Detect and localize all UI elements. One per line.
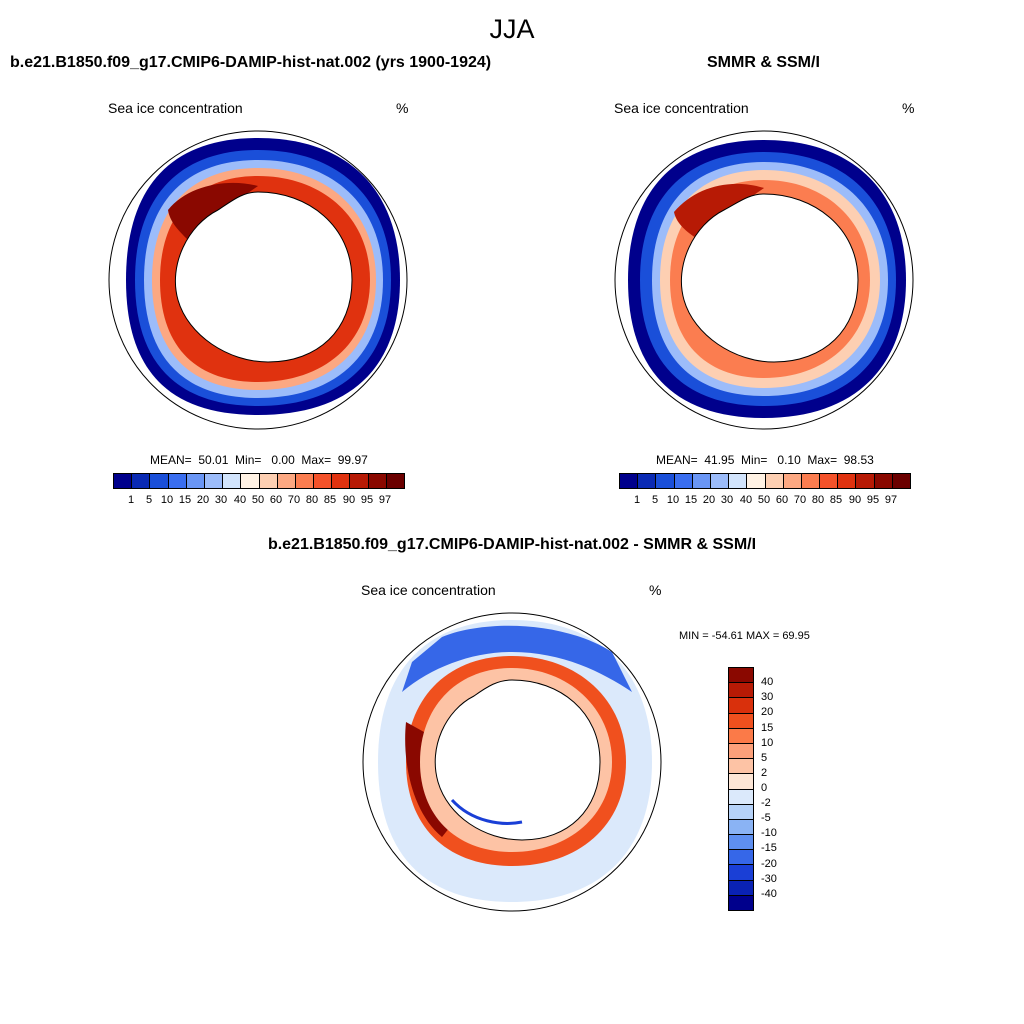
cbar-label: 10 xyxy=(666,494,680,506)
season-title: JJA xyxy=(489,14,535,44)
cbar-label: 60 xyxy=(775,494,789,506)
obs-panel-title: SMMR & SSM/I xyxy=(707,54,820,71)
diff-cbar-label: 5 xyxy=(761,752,768,764)
cbar-label: 85 xyxy=(323,494,337,506)
diff-cbar-label: -5 xyxy=(761,812,771,824)
cbar-label: 80 xyxy=(811,494,825,506)
cbar-label: 15 xyxy=(178,494,192,506)
diff-colorbar-labels: 40 30 20 15 10 5 2 0 -2 -5 -10 -15 -20 -… xyxy=(761,667,801,909)
diff-cbar-label: 0 xyxy=(761,782,768,794)
cbar-label: 97 xyxy=(884,494,898,506)
diff-cbar-label: 40 xyxy=(761,676,774,688)
cbar-label: 70 xyxy=(287,494,301,506)
cbar-label: 90 xyxy=(848,494,862,506)
cbar-label: 70 xyxy=(793,494,807,506)
obs-variable-label: Sea ice concentration xyxy=(614,100,749,116)
cbar-label: 40 xyxy=(233,494,247,506)
cbar-label: 30 xyxy=(214,494,228,506)
diff-cbar-label: -10 xyxy=(761,827,777,839)
diff-cbar-label: 2 xyxy=(761,767,768,779)
cbar-label: 50 xyxy=(757,494,771,506)
diff-cbar-label: -30 xyxy=(761,873,777,885)
cbar-label: 97 xyxy=(378,494,392,506)
model-panel-title: b.e21.B1850.f09_g17.CMIP6-DAMIP-hist-nat… xyxy=(10,54,492,71)
diff-variable-label: Sea ice concentration xyxy=(361,582,496,598)
cbar-label: 95 xyxy=(360,494,374,506)
diff-cbar-label: 15 xyxy=(761,722,774,734)
diff-cbar-label: 30 xyxy=(761,691,774,703)
diff-units-label: % xyxy=(649,582,662,598)
obs-colorbar xyxy=(619,473,911,489)
cbar-label: 1 xyxy=(127,494,135,506)
model-colorbar xyxy=(113,473,405,489)
diff-colorbar xyxy=(728,667,754,911)
obs-stats: MEAN= 41.95 Min= 0.10 Max= 98.53 xyxy=(656,453,874,467)
obs-units-label: % xyxy=(902,100,915,116)
cbar-label: 50 xyxy=(251,494,265,506)
diff-cbar-label: 10 xyxy=(761,737,774,749)
diff-cbar-label: -40 xyxy=(761,888,777,900)
cbar-label: 15 xyxy=(684,494,698,506)
cbar-label: 1 xyxy=(633,494,641,506)
cbar-label: 90 xyxy=(342,494,356,506)
model-units-label: % xyxy=(396,100,409,116)
cbar-label: 20 xyxy=(196,494,210,506)
model-stats: MEAN= 50.01 Min= 0.00 Max= 99.97 xyxy=(150,453,368,467)
diff-cbar-label: -2 xyxy=(761,797,771,809)
cbar-label: 5 xyxy=(651,494,659,506)
obs-sea-ice-map xyxy=(614,130,914,430)
diff-sea-ice-map xyxy=(362,612,662,912)
cbar-label: 60 xyxy=(269,494,283,506)
cbar-label: 85 xyxy=(829,494,843,506)
model-variable-label: Sea ice concentration xyxy=(108,100,243,116)
cbar-label: 80 xyxy=(305,494,319,506)
cbar-label: 5 xyxy=(145,494,153,506)
cbar-label: 30 xyxy=(720,494,734,506)
cbar-label: 10 xyxy=(160,494,174,506)
model-colorbar-labels: 1 5 10 15 20 30 40 50 60 70 80 85 90 95 … xyxy=(113,494,403,508)
diff-cbar-label: 20 xyxy=(761,706,774,718)
cbar-label: 40 xyxy=(739,494,753,506)
model-sea-ice-map xyxy=(108,130,408,430)
diff-cbar-label: -20 xyxy=(761,858,777,870)
cbar-label: 95 xyxy=(866,494,880,506)
diff-panel-title: b.e21.B1850.f09_g17.CMIP6-DAMIP-hist-nat… xyxy=(267,536,757,553)
cbar-label: 20 xyxy=(702,494,716,506)
obs-colorbar-labels: 1 5 10 15 20 30 40 50 60 70 80 85 90 95 … xyxy=(619,494,909,508)
diff-minmax: MIN = -54.61 MAX = 69.95 xyxy=(679,630,810,642)
diff-cbar-label: -15 xyxy=(761,842,777,854)
